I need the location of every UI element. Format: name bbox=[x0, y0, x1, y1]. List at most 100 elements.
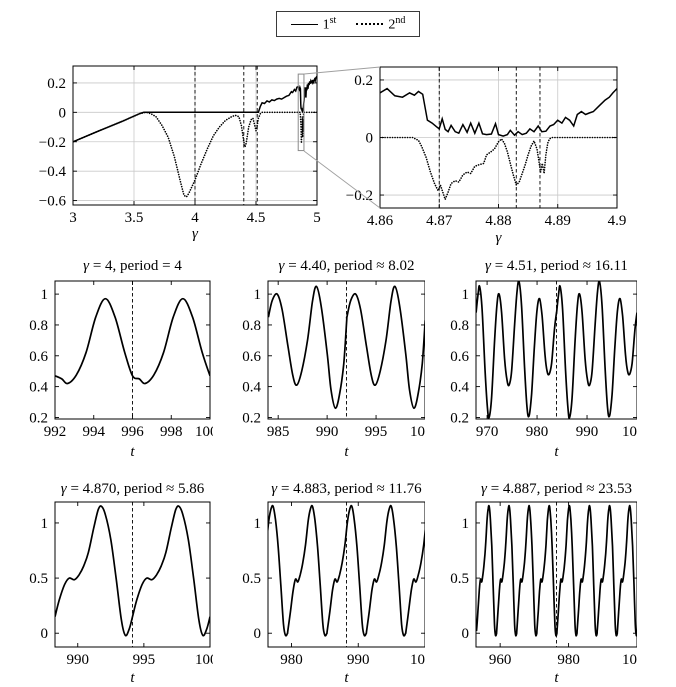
dotted-line-sample bbox=[356, 23, 384, 25]
svg-text:992: 992 bbox=[44, 424, 67, 440]
svg-text:1: 1 bbox=[462, 287, 470, 303]
svg-text:980: 980 bbox=[280, 652, 303, 668]
svg-text:5: 5 bbox=[313, 210, 321, 226]
svg-text:0: 0 bbox=[41, 626, 49, 642]
svg-text:4: 4 bbox=[191, 210, 199, 226]
svg-text:994: 994 bbox=[83, 424, 106, 440]
plot-title: γ = 4.887, period ≈ 23.53 bbox=[481, 481, 632, 497]
svg-text:4.87: 4.87 bbox=[426, 213, 453, 229]
svg-text:0: 0 bbox=[462, 626, 470, 642]
svg-text:0: 0 bbox=[59, 105, 67, 121]
svg-text:1: 1 bbox=[254, 287, 262, 303]
legend: 1st 2nd bbox=[276, 11, 420, 37]
svg-text:0.8: 0.8 bbox=[450, 318, 469, 334]
svg-text:0.8: 0.8 bbox=[29, 318, 48, 334]
svg-text:0: 0 bbox=[366, 131, 374, 147]
svg-text:0.6: 0.6 bbox=[29, 349, 48, 365]
x-axis-label: γ bbox=[495, 230, 502, 246]
svg-text:0.2: 0.2 bbox=[47, 76, 66, 92]
svg-text:0: 0 bbox=[254, 626, 262, 642]
svg-text:−0.2: −0.2 bbox=[39, 135, 66, 151]
svg-text:4.5: 4.5 bbox=[247, 210, 266, 226]
svg-text:3: 3 bbox=[69, 210, 77, 226]
svg-text:980: 980 bbox=[526, 424, 549, 440]
svg-text:996: 996 bbox=[121, 424, 144, 440]
svg-text:−0.4: −0.4 bbox=[39, 164, 67, 180]
plot-title: γ = 4, period = 4 bbox=[83, 258, 182, 274]
svg-text:0.4: 0.4 bbox=[242, 380, 261, 396]
x-axis-label: t bbox=[130, 670, 135, 686]
svg-text:1: 1 bbox=[41, 287, 49, 303]
svg-text:−0.2: −0.2 bbox=[346, 188, 373, 204]
overview-plot-canvas: 3 3.5 4 4.5 5 −0.6 −0.4 −0.2 0 0.2 bbox=[39, 65, 321, 226]
svg-text:0.6: 0.6 bbox=[450, 349, 469, 365]
x-axis-label: t bbox=[554, 670, 559, 686]
legend-entry-first: 1st bbox=[290, 14, 337, 33]
svg-text:4.86: 4.86 bbox=[367, 213, 394, 229]
svg-text:970: 970 bbox=[476, 424, 499, 440]
svg-text:0.4: 0.4 bbox=[450, 380, 469, 396]
svg-text:1: 1 bbox=[41, 516, 49, 532]
solid-line-sample bbox=[290, 23, 318, 25]
x-axis-label: t bbox=[344, 670, 349, 686]
svg-text:4.88: 4.88 bbox=[485, 213, 511, 229]
svg-text:980: 980 bbox=[557, 652, 580, 668]
zoomed-plot: 4.86 4.87 4.88 4.89 4.9 −0.2 0 0.2 γ bbox=[338, 48, 638, 248]
svg-text:3.5: 3.5 bbox=[125, 210, 144, 226]
svg-text:0.5: 0.5 bbox=[450, 571, 469, 587]
x-axis-label: t bbox=[130, 444, 135, 460]
svg-text:1: 1 bbox=[254, 516, 262, 532]
svg-text:990: 990 bbox=[66, 652, 89, 668]
svg-text:985: 985 bbox=[267, 424, 290, 440]
plot-title: γ = 4.40, period ≈ 8.02 bbox=[278, 258, 415, 274]
svg-text:0.2: 0.2 bbox=[450, 410, 469, 426]
svg-text:−0.6: −0.6 bbox=[39, 194, 67, 210]
legend-entry-second: 2nd bbox=[356, 14, 406, 33]
x-axis-label: γ bbox=[192, 226, 198, 242]
svg-text:995: 995 bbox=[365, 424, 388, 440]
svg-text:0.5: 0.5 bbox=[242, 571, 261, 587]
svg-text:0.5: 0.5 bbox=[29, 571, 48, 587]
svg-text:990: 990 bbox=[347, 652, 370, 668]
plot-title: γ = 4.883, period ≈ 11.76 bbox=[271, 481, 422, 497]
svg-text:960: 960 bbox=[489, 652, 512, 668]
svg-text:0.2: 0.2 bbox=[354, 73, 373, 89]
svg-text:998: 998 bbox=[160, 424, 183, 440]
svg-text:0.2: 0.2 bbox=[242, 410, 261, 426]
plot-title: γ = 4.51, period ≈ 16.11 bbox=[485, 258, 628, 274]
x-axis-label: t bbox=[344, 444, 349, 460]
legend-label-first: 1st bbox=[322, 14, 337, 33]
svg-text:990: 990 bbox=[576, 424, 599, 440]
svg-text:0.6: 0.6 bbox=[242, 349, 261, 365]
x-axis-label: t bbox=[554, 444, 559, 460]
zoomed-plot-canvas: 4.86 4.87 4.88 4.89 4.9 −0.2 0 0.2 bbox=[346, 66, 627, 229]
svg-text:0.8: 0.8 bbox=[242, 318, 261, 334]
svg-text:4.89: 4.89 bbox=[545, 213, 571, 229]
legend-label-second: 2nd bbox=[388, 14, 406, 33]
overview-plot: 3 3.5 4 4.5 5 −0.6 −0.4 −0.2 0 0.2 γ bbox=[16, 48, 336, 248]
svg-text:4.9: 4.9 bbox=[608, 213, 627, 229]
svg-text:995: 995 bbox=[133, 652, 156, 668]
plot-title: γ = 4.870, period ≈ 5.86 bbox=[60, 481, 205, 497]
svg-text:0.4: 0.4 bbox=[29, 380, 48, 396]
svg-text:990: 990 bbox=[316, 424, 339, 440]
svg-text:0.2: 0.2 bbox=[29, 410, 48, 426]
svg-text:1: 1 bbox=[462, 516, 470, 532]
